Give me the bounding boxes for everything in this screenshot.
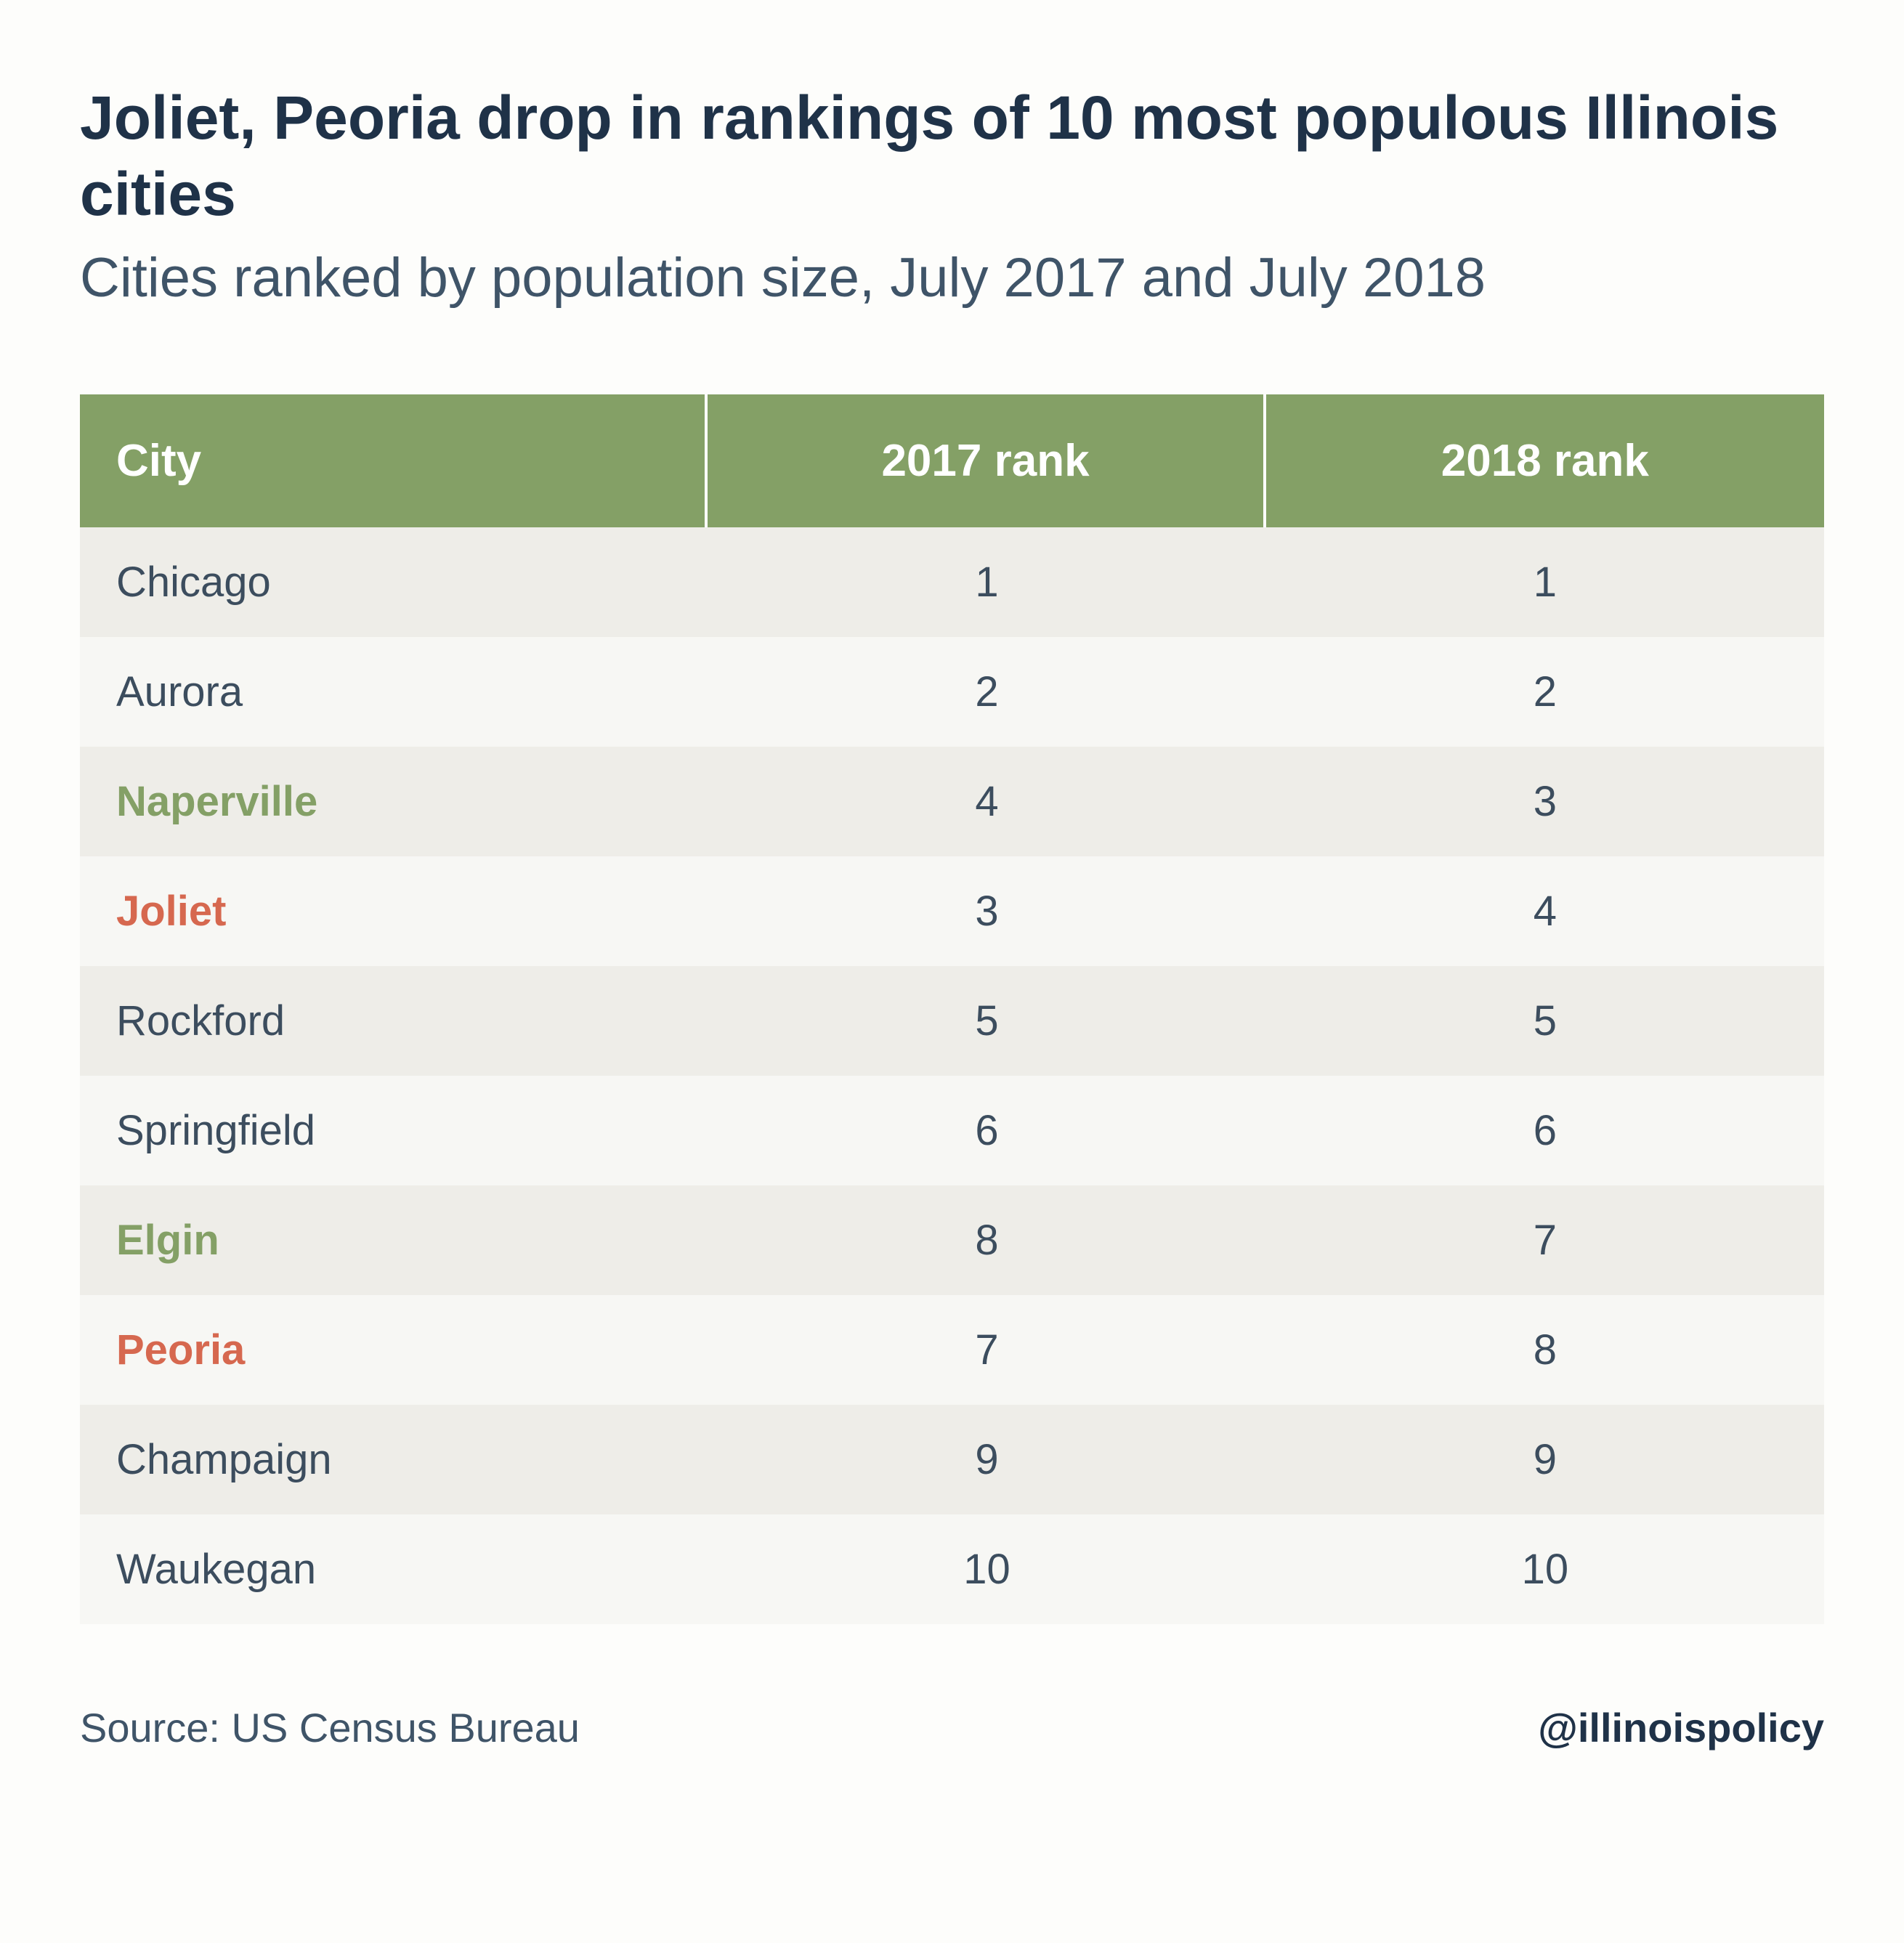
table-row: Rockford55 xyxy=(80,966,1824,1076)
cell-rank-2018: 10 xyxy=(1266,1514,1824,1624)
table-row: Elgin87 xyxy=(80,1185,1824,1295)
cell-rank-2017: 2 xyxy=(708,637,1265,747)
cell-city: Joliet xyxy=(80,856,708,966)
cell-city: Elgin xyxy=(80,1185,708,1295)
cell-city: Springfield xyxy=(80,1076,708,1185)
table-row: Peoria78 xyxy=(80,1295,1824,1405)
chart-subtitle: Cities ranked by population size, July 2… xyxy=(80,243,1824,315)
cell-rank-2018: 2 xyxy=(1266,637,1824,747)
cell-rank-2018: 8 xyxy=(1266,1295,1824,1405)
table-row: Naperville43 xyxy=(80,747,1824,856)
cell-rank-2018: 3 xyxy=(1266,747,1824,856)
cell-rank-2017: 4 xyxy=(708,747,1265,856)
cell-rank-2017: 7 xyxy=(708,1295,1265,1405)
cell-rank-2018: 1 xyxy=(1266,527,1824,637)
table-header-row: City 2017 rank 2018 rank xyxy=(80,394,1824,527)
cell-rank-2017: 10 xyxy=(708,1514,1265,1624)
rankings-table: City 2017 rank 2018 rank Chicago11Aurora… xyxy=(80,394,1824,1624)
chart-footer: Source: US Census Bureau @illinoispolicy xyxy=(80,1704,1824,1751)
cell-rank-2017: 1 xyxy=(708,527,1265,637)
cell-rank-2017: 5 xyxy=(708,966,1265,1076)
cell-city: Waukegan xyxy=(80,1514,708,1624)
cell-rank-2018: 7 xyxy=(1266,1185,1824,1295)
attribution-text: @illinoispolicy xyxy=(1538,1704,1824,1751)
table-row: Chicago11 xyxy=(80,527,1824,637)
chart-title: Joliet, Peoria drop in rankings of 10 mo… xyxy=(80,80,1824,232)
cell-city: Aurora xyxy=(80,637,708,747)
table-body: Chicago11Aurora22Naperville43Joliet34Roc… xyxy=(80,527,1824,1624)
cell-rank-2017: 9 xyxy=(708,1405,1265,1514)
cell-city: Peoria xyxy=(80,1295,708,1405)
cell-city: Champaign xyxy=(80,1405,708,1514)
cell-rank-2018: 4 xyxy=(1266,856,1824,966)
col-header-city: City xyxy=(80,394,708,527)
table-row: Champaign99 xyxy=(80,1405,1824,1514)
cell-rank-2018: 5 xyxy=(1266,966,1824,1076)
source-text: Source: US Census Bureau xyxy=(80,1704,580,1751)
col-header-2018: 2018 rank xyxy=(1266,394,1824,527)
cell-rank-2017: 3 xyxy=(708,856,1265,966)
col-header-2017: 2017 rank xyxy=(708,394,1265,527)
cell-rank-2018: 6 xyxy=(1266,1076,1824,1185)
cell-city: Naperville xyxy=(80,747,708,856)
cell-rank-2017: 6 xyxy=(708,1076,1265,1185)
table-row: Waukegan1010 xyxy=(80,1514,1824,1624)
cell-rank-2017: 8 xyxy=(708,1185,1265,1295)
table-row: Joliet34 xyxy=(80,856,1824,966)
cell-city: Chicago xyxy=(80,527,708,637)
cell-rank-2018: 9 xyxy=(1266,1405,1824,1514)
table-row: Springfield66 xyxy=(80,1076,1824,1185)
table-row: Aurora22 xyxy=(80,637,1824,747)
cell-city: Rockford xyxy=(80,966,708,1076)
